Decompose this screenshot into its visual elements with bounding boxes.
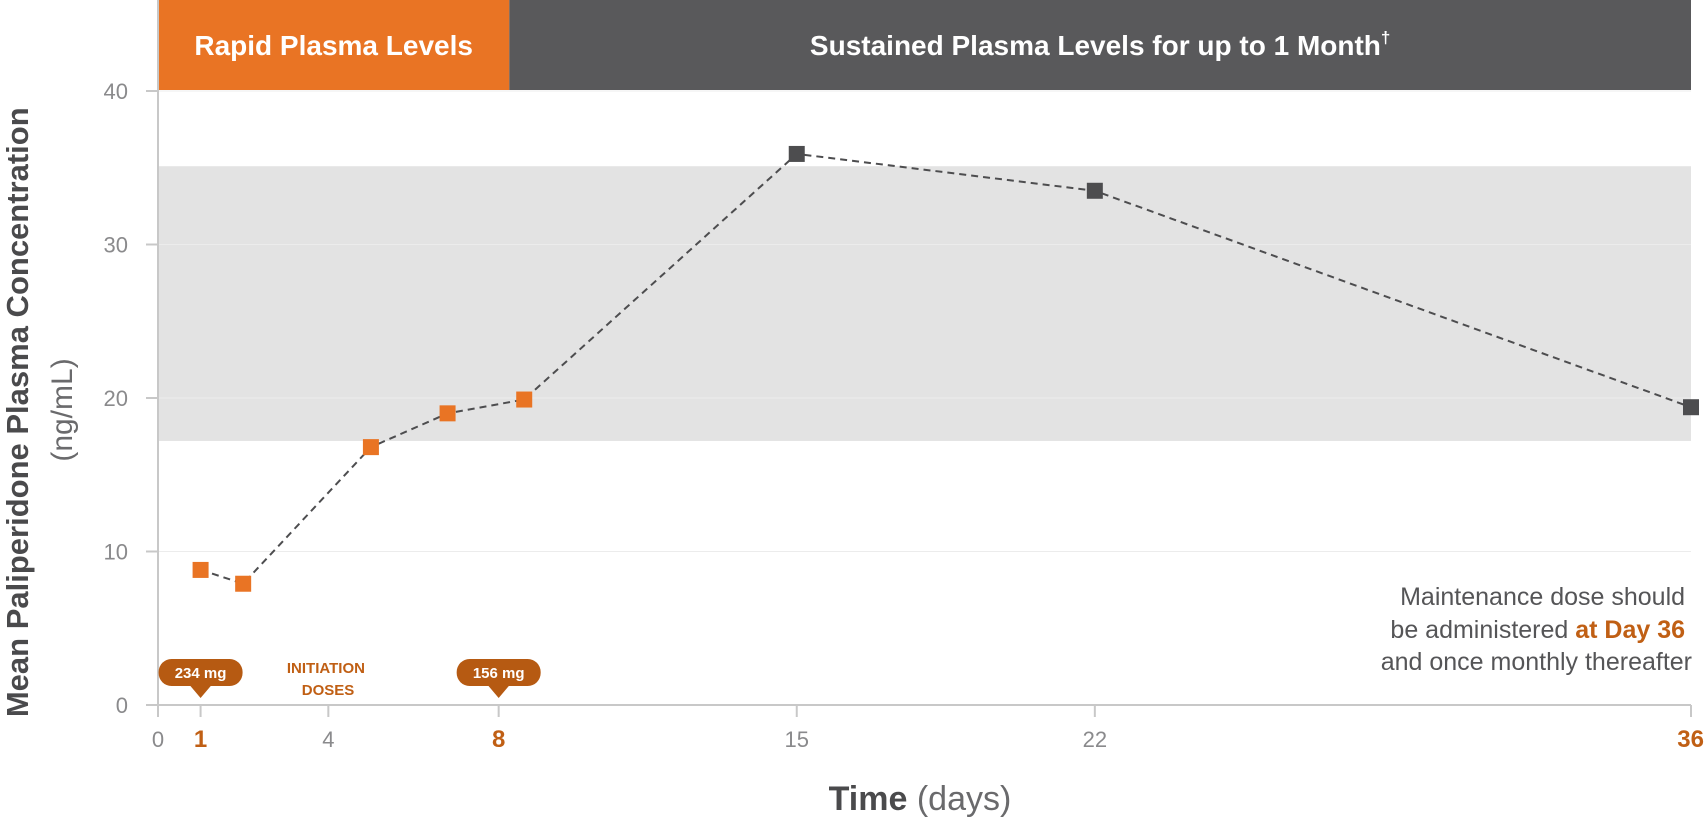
dose-marker-1: 156 mg <box>456 659 541 698</box>
y-axis-title: Mean Paliperidone Plasma Concentration (… <box>0 103 79 717</box>
phase-band-label-0: Rapid Plasma Levels <box>194 30 473 61</box>
x-tick-label-15: 15 <box>785 727 809 752</box>
x-tick-label-22: 22 <box>1083 727 1107 752</box>
data-point-0 <box>192 561 209 578</box>
x-tick-label-1: 1 <box>194 726 207 753</box>
data-point-7 <box>1683 399 1699 416</box>
x-tick-label-8: 8 <box>492 726 505 753</box>
y-tick-label-30: 30 <box>104 233 128 258</box>
data-point-1 <box>235 575 252 592</box>
y-tick-label-40: 40 <box>104 79 128 104</box>
dose-marker-pill-1 <box>456 659 541 686</box>
note-line-1: Maintenance dose should <box>1400 583 1685 611</box>
data-point-2 <box>362 439 379 456</box>
data-point-4 <box>516 391 533 408</box>
x-axis-title: Time (days) <box>829 780 1012 818</box>
gridlines <box>158 90 1691 552</box>
note-line-2: be administered at Day 36 <box>1390 616 1685 644</box>
series-line <box>200 152 1692 585</box>
y-tick-labels: 0 10 20 30 40 <box>104 79 128 718</box>
y-tick-label-0: 0 <box>116 693 128 718</box>
x-tick-label-0: 0 <box>152 727 164 752</box>
phase-band-0 <box>158 0 510 90</box>
y-tick-label-10: 10 <box>104 540 128 565</box>
phase-band-label-1: Sustained Plasma Levels for up to 1 Mont… <box>810 28 1390 61</box>
data-point-5 <box>788 145 805 162</box>
data-points <box>192 145 1699 592</box>
data-point-6 <box>1086 182 1103 199</box>
target-range-shading <box>158 166 1691 441</box>
maintenance-note: Maintenance dose should be administered … <box>1381 583 1692 676</box>
dose-marker-pill-0 <box>158 659 243 686</box>
dose-marker-pointer-1 <box>487 685 510 698</box>
dose-marker-label-0: 234 mg <box>175 665 227 682</box>
phase-band-1 <box>509 0 1691 90</box>
dose-marker-pointer-0 <box>189 685 212 698</box>
data-point-3 <box>439 405 456 422</box>
note-line-3: and once monthly thereafter <box>1381 648 1692 676</box>
x-tick-label-4: 4 <box>322 727 334 752</box>
x-tick-labels: 0 1 4 8 15 22 36 <box>152 726 1704 753</box>
initiation-doses-label: INITIATION DOSES <box>287 660 369 699</box>
phase-bands: Rapid Plasma Levels Sustained Plasma Leve… <box>158 0 1691 90</box>
dose-marker-label-1: 156 mg <box>473 665 525 682</box>
x-tick-label-36: 36 <box>1677 726 1704 753</box>
y-tick-label-20: 20 <box>104 386 128 411</box>
note-day-36: at Day 36 <box>1575 616 1685 644</box>
dose-marker-0: 234 mg <box>158 659 243 698</box>
dose-markers: 234 mg 156 mg <box>158 659 541 698</box>
axes <box>146 0 1692 717</box>
